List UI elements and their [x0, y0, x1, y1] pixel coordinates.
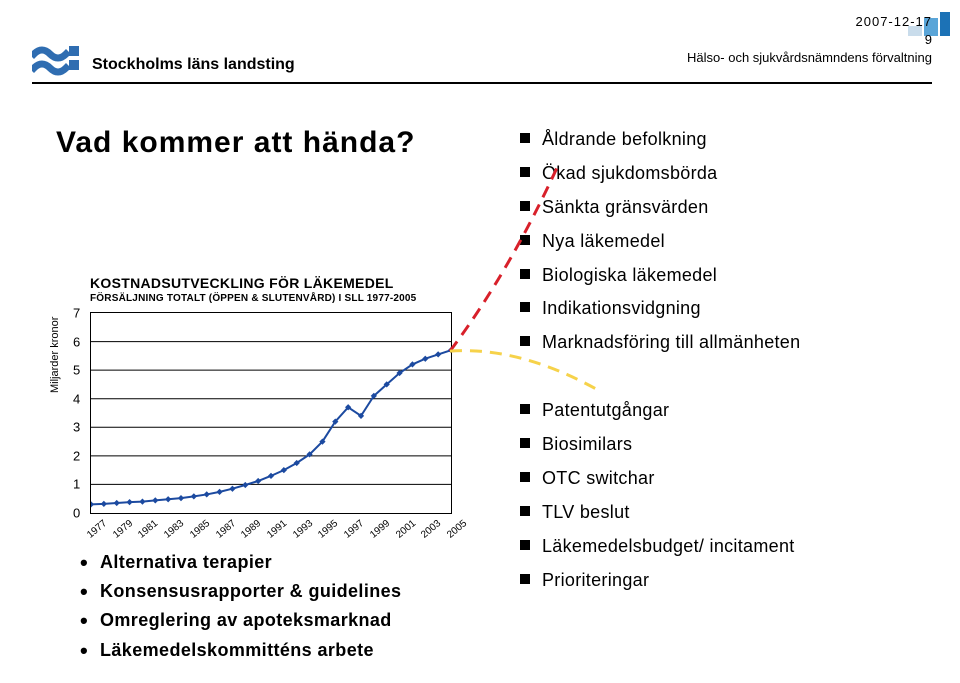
chart-xtick: 2005: [445, 518, 469, 541]
chart-ytick: 3: [73, 420, 80, 435]
chart-xtick: 1991: [265, 518, 289, 541]
chart-xtick: 1981: [137, 518, 161, 541]
bottom-item: Konsensusrapporter & guidelines: [80, 579, 401, 604]
driver-item: Ökad sjukdomsbörda: [520, 160, 920, 188]
chart-xtick: 1995: [317, 518, 341, 541]
header-page-number: 9: [925, 32, 932, 47]
header-subtitle: Hälso- och sjukvårdsnämndens förvaltning: [687, 50, 932, 65]
chart-ytick: 5: [73, 363, 80, 378]
chart-xtick: 1983: [162, 518, 186, 541]
counter-item: TLV beslut: [520, 499, 920, 527]
org-name: Stockholms läns landsting: [92, 56, 295, 74]
chart-xtick: 2001: [394, 518, 418, 541]
chart-ytick: 0: [73, 506, 80, 521]
bottom-item: Läkemedelskommitténs arbete: [80, 638, 401, 663]
driver-item: Sänkta gränsvärden: [520, 194, 920, 222]
chart-ytick: 6: [73, 334, 80, 349]
driver-item: Indikationsvidgning: [520, 295, 920, 323]
counter-item: Läkemedelsbudget/ incitament: [520, 533, 920, 561]
counter-item: Patentutgångar: [520, 397, 920, 425]
chart-title: KOSTNADSUTVECKLING FÖR LÄKEMEDEL: [90, 275, 450, 291]
chart-ytick: 4: [73, 391, 80, 406]
chart-subtitle: FÖRSÄLJNING TOTALT (ÖPPEN & SLUTENVÅRD) …: [90, 293, 450, 304]
chart-xtick: 1993: [291, 518, 315, 541]
cost-trend-chart: KOSTNADSUTVECKLING FÖR LÄKEMEDEL FÖRSÄLJ…: [90, 275, 450, 514]
chart-xtick: 1997: [342, 518, 366, 541]
chart-ylabel: Miljarder kronor: [49, 317, 61, 393]
chart-xtick: 1977: [85, 518, 109, 541]
chart-xtick: 2003: [419, 518, 443, 541]
bottom-item: Omreglering av apoteksmarknad: [80, 608, 401, 633]
bottom-item: Alternativa terapier: [80, 550, 401, 575]
counter-item: Biosimilars: [520, 431, 920, 459]
chart-xtick: 1987: [214, 518, 238, 541]
page-title: Vad kommer att hända?: [56, 126, 415, 160]
org-logo: [32, 44, 82, 78]
counter-item: OTC switchar: [520, 465, 920, 493]
chart-xtick: 1999: [368, 518, 392, 541]
driver-item: Marknadsföring till allmänheten: [520, 329, 920, 357]
driver-item: Biologiska läkemedel: [520, 262, 920, 290]
chart-xtick: 1979: [111, 518, 135, 541]
chart-ytick: 1: [73, 477, 80, 492]
header-date: 2007-12-17: [856, 14, 933, 29]
header-rule: [32, 82, 932, 84]
bottom-bullet-block: Alternativa terapier Konsensusrapporter &…: [80, 550, 401, 667]
driver-item: Nya läkemedel: [520, 228, 920, 256]
chart-xtick: 1989: [239, 518, 263, 541]
driver-item: Åldrande befolkning: [520, 126, 920, 154]
counter-item: Prioriteringar: [520, 567, 920, 595]
chart-ytick: 2: [73, 448, 80, 463]
chart-xtick: 1985: [188, 518, 212, 541]
drivers-list-top: Åldrande befolkning Ökad sjukdomsbörda Sän…: [520, 126, 920, 357]
chart-ytick: 7: [73, 306, 80, 321]
drivers-list-bottom: Patentutgångar Biosimilars OTC switchar TLV…: [520, 397, 920, 594]
right-column: Åldrande befolkning Ökad sjukdomsbörda Sän…: [520, 126, 920, 601]
